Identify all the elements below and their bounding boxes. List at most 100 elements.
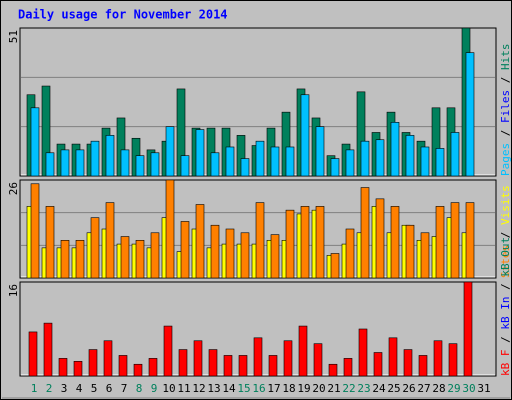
bar bbox=[375, 198, 385, 279]
x-tick-label: 17 bbox=[267, 382, 280, 395]
x-tick-label: 15 bbox=[237, 382, 250, 395]
x-tick-label: 4 bbox=[76, 382, 83, 395]
bar bbox=[255, 202, 265, 279]
bar bbox=[75, 240, 85, 279]
bar bbox=[420, 146, 430, 177]
axis-label-part: Pages bbox=[499, 143, 512, 176]
bar bbox=[195, 129, 205, 177]
separator: / bbox=[499, 330, 512, 350]
bar bbox=[75, 149, 85, 177]
bar bbox=[418, 355, 428, 377]
bar bbox=[178, 349, 188, 377]
bar bbox=[403, 349, 413, 377]
bar bbox=[165, 179, 175, 279]
bar bbox=[268, 355, 278, 377]
bar bbox=[270, 234, 280, 279]
bar bbox=[315, 126, 325, 177]
x-tick-label: 13 bbox=[207, 382, 220, 395]
bar bbox=[210, 152, 220, 177]
x-tick-label: 27 bbox=[417, 382, 430, 395]
bar bbox=[43, 322, 53, 377]
axis-label-part: Files bbox=[499, 90, 512, 123]
bar bbox=[315, 206, 325, 279]
bar bbox=[225, 146, 235, 177]
bar bbox=[45, 206, 55, 279]
bar bbox=[343, 358, 353, 377]
bar bbox=[298, 325, 308, 377]
bar bbox=[390, 206, 400, 279]
bar bbox=[60, 240, 70, 279]
bar bbox=[405, 135, 415, 177]
bar bbox=[300, 206, 310, 279]
bar bbox=[420, 232, 430, 279]
x-tick-label: 1 bbox=[31, 382, 38, 395]
bar bbox=[240, 232, 250, 279]
x-tick-label: 2 bbox=[46, 382, 53, 395]
axis-label-part: kB In bbox=[499, 297, 512, 330]
bar bbox=[135, 240, 145, 279]
y-tick-label: 16 bbox=[7, 284, 20, 297]
bar bbox=[135, 155, 145, 177]
bar bbox=[285, 146, 295, 177]
bar bbox=[30, 183, 40, 279]
x-tick-label: 25 bbox=[387, 382, 400, 395]
bar bbox=[283, 340, 293, 377]
bar bbox=[253, 337, 263, 377]
bar bbox=[163, 325, 173, 377]
bar bbox=[270, 146, 280, 177]
bar bbox=[435, 206, 445, 279]
bar bbox=[465, 52, 475, 177]
axis-label-part: Visits bbox=[499, 185, 512, 225]
x-tick-label: 12 bbox=[192, 382, 205, 395]
bar bbox=[345, 149, 355, 177]
x-tick-label: 9 bbox=[151, 382, 158, 395]
x-tick-label: 19 bbox=[297, 382, 310, 395]
axis-label-part: kB Out bbox=[499, 237, 512, 277]
axis-label-part: Hits bbox=[499, 44, 512, 71]
bar bbox=[45, 152, 55, 177]
bar bbox=[88, 349, 98, 377]
x-tick-label: 30 bbox=[462, 382, 475, 395]
bar bbox=[150, 152, 160, 177]
bar bbox=[105, 202, 115, 279]
x-tick-label: 10 bbox=[162, 382, 175, 395]
bar bbox=[133, 363, 143, 377]
x-tick-label: 3 bbox=[61, 382, 68, 395]
axis-label: kB F / kB In / kB Out bbox=[499, 237, 512, 376]
bar bbox=[255, 140, 265, 177]
bar bbox=[330, 158, 340, 177]
chart-title: Daily usage for November 2014 bbox=[18, 8, 228, 22]
x-tick-label: 14 bbox=[222, 382, 236, 395]
axis-label: Sites / Visits bbox=[499, 185, 512, 278]
bar bbox=[180, 155, 190, 177]
bar bbox=[435, 148, 445, 177]
x-tick-label: 7 bbox=[121, 382, 128, 395]
x-tick-label: 21 bbox=[327, 382, 340, 395]
bar bbox=[223, 355, 233, 377]
bar bbox=[60, 149, 70, 177]
bar bbox=[390, 122, 400, 177]
bar bbox=[388, 337, 398, 377]
x-tick-label: 26 bbox=[402, 382, 415, 395]
bar bbox=[433, 340, 443, 377]
bar bbox=[30, 107, 40, 177]
x-tick-label: 18 bbox=[282, 382, 295, 395]
axis-label-part: Sites bbox=[499, 245, 512, 278]
axis-label-part: kB F bbox=[499, 350, 512, 377]
bar bbox=[150, 232, 160, 279]
bar bbox=[313, 343, 323, 377]
x-tick-label: 22 bbox=[342, 382, 355, 395]
bar bbox=[285, 209, 295, 279]
separator: / bbox=[499, 225, 512, 245]
bar bbox=[463, 281, 473, 377]
bar bbox=[118, 355, 128, 377]
x-tick-label: 8 bbox=[136, 382, 143, 395]
bar bbox=[58, 358, 68, 377]
bar bbox=[330, 253, 340, 279]
bar bbox=[238, 355, 248, 377]
bar bbox=[240, 158, 250, 177]
x-tick-label: 28 bbox=[432, 382, 445, 395]
bar bbox=[373, 352, 383, 377]
bar bbox=[345, 228, 355, 279]
